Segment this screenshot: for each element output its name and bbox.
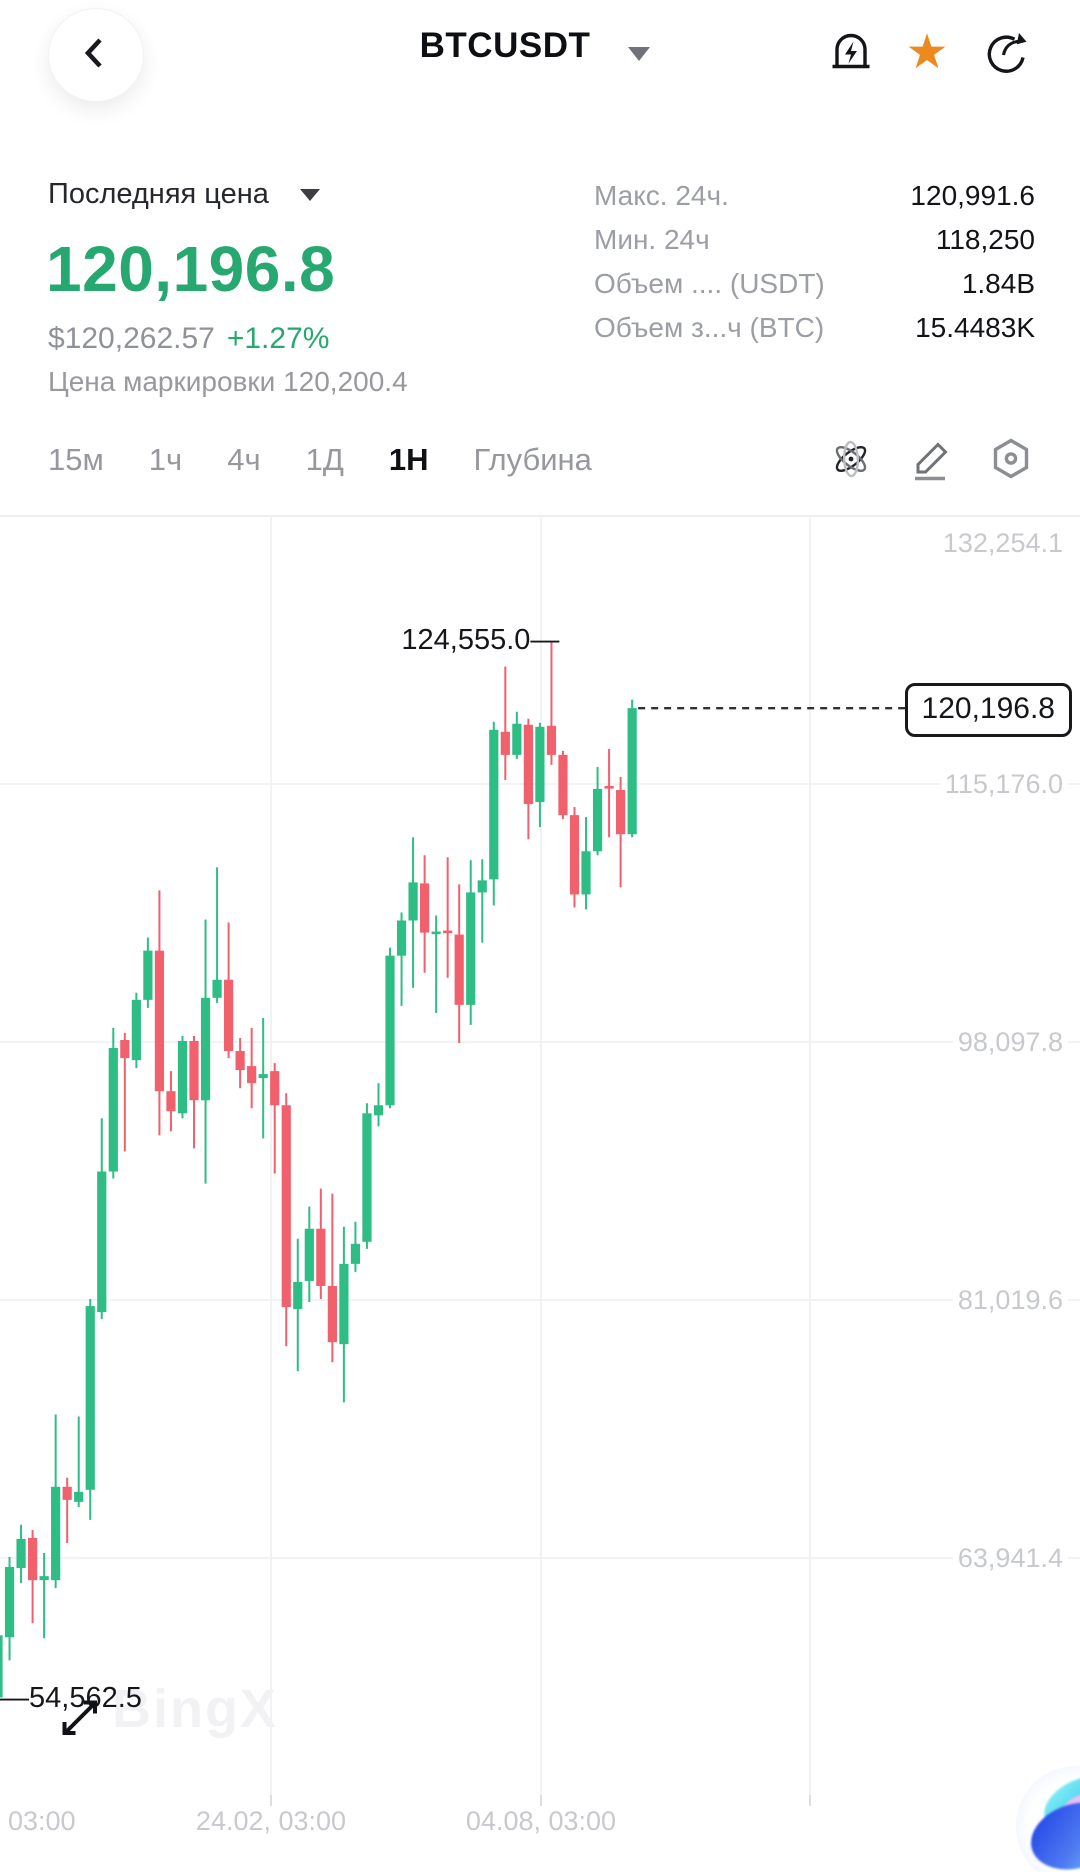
x-axis-label: 04.08, 03:00 bbox=[465, 1806, 617, 1836]
low-price-annotation: —54,562.5 bbox=[0, 1681, 142, 1714]
y-axis-label: 115,176.0 bbox=[939, 768, 1068, 801]
indicators-atom-icon bbox=[835, 440, 867, 478]
stat-label: Объем .... (USDT) bbox=[594, 268, 825, 299]
price-alert-button[interactable] bbox=[827, 28, 875, 76]
stat-label: Объем з...ч (BTC) bbox=[594, 312, 825, 343]
last-price-label: Последняя цена bbox=[48, 178, 269, 210]
stat-label: Макс. 24ч. bbox=[594, 180, 729, 211]
stat-row: Объем з...ч (BTC) 15.4483K bbox=[594, 306, 1035, 350]
tab-1ч[interactable]: 1ч bbox=[148, 442, 183, 477]
stat-value: 118,250 bbox=[935, 224, 1035, 255]
pencil-icon bbox=[915, 442, 948, 481]
stat-row: Макс. 24ч. 120,991.6 bbox=[594, 174, 1035, 218]
page-title: BTCUSDT bbox=[419, 26, 591, 65]
price-mode-caret-icon[interactable] bbox=[300, 189, 320, 201]
bingx-watermark: BingX bbox=[112, 1679, 278, 1739]
stats-24h-panel: Макс. 24ч. 120,991.6 Мин. 24ч 118,250 Объем … bbox=[594, 174, 1035, 350]
change-percent: +1.27% bbox=[226, 322, 330, 355]
y-axis-label: 98,097.8 bbox=[952, 1026, 1068, 1060]
stat-value: 120,991.6 bbox=[910, 180, 1035, 211]
tab-1Д[interactable]: 1Д bbox=[305, 442, 344, 477]
stat-value: 1.84B bbox=[961, 268, 1035, 299]
stat-label: Мин. 24ч bbox=[594, 224, 710, 255]
stat-row: Мин. 24ч 118,250 bbox=[594, 218, 1035, 262]
chart-top-divider bbox=[0, 515, 1080, 517]
indicators-button[interactable] bbox=[826, 434, 876, 484]
x-axis-label: 24.02, 03:00 bbox=[195, 1806, 347, 1836]
mark-price-line: Цена маркировки 120,200.4 bbox=[48, 366, 408, 397]
expand-chart-button[interactable] bbox=[54, 1692, 106, 1744]
tab-Глубина[interactable]: Глубина bbox=[473, 442, 592, 477]
draw-button[interactable] bbox=[906, 434, 956, 484]
expand-arrows-icon bbox=[62, 1700, 97, 1735]
y-axis-label: 63,941.4 bbox=[952, 1542, 1068, 1576]
stat-row: Объем .... (USDT) 1.84B bbox=[594, 262, 1035, 306]
usd-price: $120,262.57 bbox=[48, 322, 215, 355]
last-price-value: 120,196.8 bbox=[46, 233, 336, 305]
assistant-orb-button[interactable] bbox=[1016, 1765, 1080, 1872]
tab-4ч[interactable]: 4ч bbox=[227, 442, 261, 477]
settings-hex-icon bbox=[993, 438, 1029, 479]
x-axis-label: 03:00 bbox=[8, 1806, 76, 1836]
usd-price-row: $120,262.57 +1.27% bbox=[48, 322, 329, 356]
share-button[interactable] bbox=[982, 28, 1030, 76]
price-alert-icon bbox=[832, 33, 870, 69]
tab-1Н[interactable]: 1Н bbox=[388, 442, 429, 477]
share-icon bbox=[987, 33, 1027, 73]
symbol-dropdown-caret-icon[interactable] bbox=[628, 47, 650, 61]
chart-settings-button[interactable] bbox=[986, 434, 1036, 484]
favorite-star-icon[interactable]: ★ bbox=[905, 24, 949, 80]
back-chevron-icon bbox=[73, 30, 119, 81]
stat-value: 15.4483K bbox=[915, 312, 1035, 343]
timeframe-tabs: 15м 1ч 4ч 1Д 1Н Глубина bbox=[48, 432, 592, 488]
y-axis-label: 81,019.6 bbox=[952, 1284, 1068, 1318]
high-price-annotation: 124,555.0— bbox=[401, 624, 560, 657]
last-price-tag: 120,196.8 bbox=[904, 683, 1072, 738]
tab-15м[interactable]: 15м bbox=[48, 442, 104, 477]
back-button[interactable] bbox=[48, 8, 144, 102]
y-axis-label: 132,254.1 bbox=[937, 526, 1068, 560]
